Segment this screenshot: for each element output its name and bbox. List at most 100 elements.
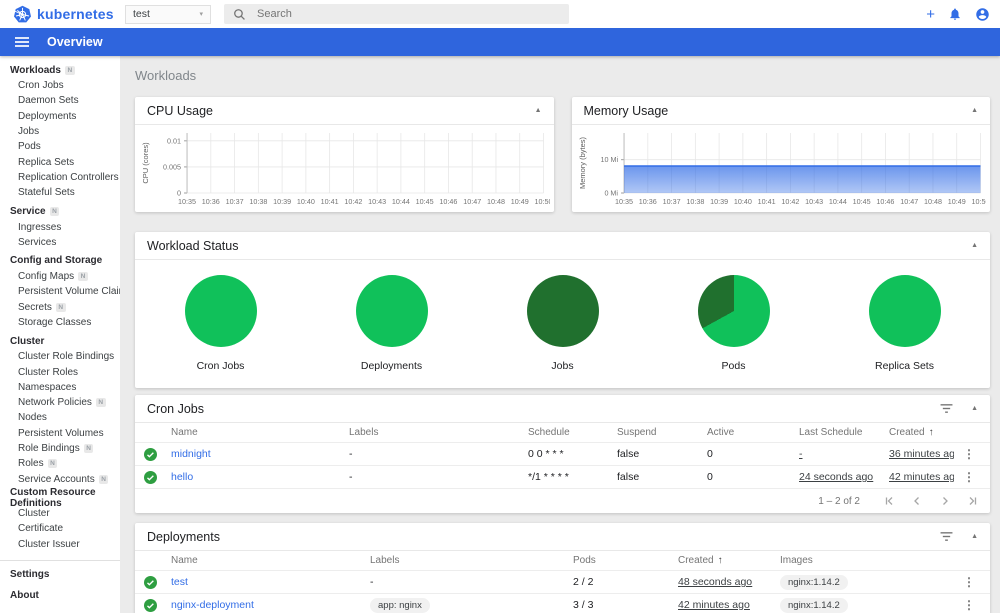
last-schedule-cell-value: - [799,448,803,460]
schedule-cell: */1 * * * * [528,471,617,483]
sidebar-item-cluster-roles[interactable]: Cluster Roles [0,364,120,379]
notifications-bell-icon[interactable] [948,7,962,21]
sidebar-item-cluster-issuer[interactable]: Cluster Issuer [0,536,120,551]
column-header-labels[interactable]: Labels [370,555,573,566]
column-header-name[interactable]: Name [171,555,370,566]
column-header-last-schedule[interactable]: Last Schedule [799,427,889,438]
sidebar-item-namespaces[interactable]: Namespaces [0,380,120,395]
first-page-button[interactable] [884,496,894,506]
sidebar-section-config-and-storage[interactable]: Config and Storage [0,250,120,269]
column-header-label: Images [780,555,813,566]
cronjob-name-link[interactable]: midnight [171,448,211,460]
sidebar-item-persistent-volumes[interactable]: Persistent Volumes [0,426,120,441]
create-resource-button[interactable]: + [926,5,935,23]
workload-status-pies: Cron Jobs Deployments Jobs Pods Replica Sets [135,260,990,372]
sidebar-item-ingresses[interactable]: Ingresses [0,219,120,234]
namespaced-badge: N [98,474,109,484]
sidebar-item-service-accounts[interactable]: Service Accounts N [0,472,120,487]
sidebar-item-about[interactable]: About [10,589,39,601]
pods-cell-value: 3 / 3 [573,599,594,611]
sidebar-item-label: Namespaces [18,381,77,393]
sidebar-item-cluster-role-bindings[interactable]: Cluster Role Bindings [0,349,120,364]
sidebar-item-deployments[interactable]: Deployments [0,109,120,124]
column-header-pods[interactable]: Pods [573,555,678,566]
sidebar-item-cluster[interactable]: Cluster [0,506,120,521]
sidebar-item-secrets[interactable]: Secrets N [0,300,120,315]
sidebar-item-jobs[interactable]: Jobs [0,124,120,139]
sidebar-item-network-policies[interactable]: Network Policies N [0,395,120,410]
sidebar-item-services[interactable]: Services [0,235,120,250]
deployment-name-link[interactable]: test [171,576,188,588]
column-header-label: Created [678,555,714,566]
sidebar-item-persistent-volume-claims[interactable]: Persistent Volume ClaimsN [0,284,120,299]
sidebar-section-label: Config and Storage [10,255,103,267]
sidebar-item-label: Replica Sets [18,156,75,168]
active-cell-value: 0 [707,471,713,483]
sidebar-item-roles[interactable]: Roles N [0,456,120,471]
memory-usage-chart: 10:35 10:36 10:37 10:38 10:39 10:40 10:41 10:42… [578,133,986,206]
labels-cell: - [349,448,528,460]
sidebar-item-nodes[interactable]: Nodes [0,410,120,425]
row-actions-button[interactable]: ⋮ [963,598,975,612]
search-input[interactable] [257,8,560,20]
sidebar-item-label: Secrets [18,301,52,313]
sidebar-section-label: Cluster [10,335,45,347]
sidebar-item-config-maps[interactable]: Config Maps N [0,269,120,284]
sidebar-section-custom-resource-definitions[interactable]: Custom Resource Definitions [0,487,120,509]
sidebar-item-pods[interactable]: Pods [0,139,120,154]
namespace-selector[interactable]: test ▾ [125,4,211,24]
sidebar-item-cron-jobs[interactable]: Cron Jobs [0,78,120,93]
hamburger-menu-icon[interactable] [15,36,29,48]
column-header-name[interactable]: Name [171,427,349,438]
column-header-images[interactable]: Images [780,555,954,566]
last-page-button[interactable] [968,496,978,506]
account-icon[interactable] [975,7,990,22]
sidebar-item-certificate[interactable]: Certificate [0,521,120,536]
filter-icon[interactable] [940,403,953,414]
column-header-labels[interactable]: Labels [349,427,528,438]
namespaced-badge: N [83,444,94,454]
sidebar-section-service[interactable]: Service N [0,200,120,219]
sidebar-item-label: Services [18,236,57,248]
sidebar-item-role-bindings[interactable]: Role Bindings N [0,441,120,456]
filter-icon[interactable] [940,531,953,542]
deployment-name-link[interactable]: nginx-deployment [171,599,254,611]
sidebar-item-label: Storage Classes [18,317,92,328]
column-header-schedule[interactable]: Schedule [528,427,617,438]
status-ok-icon [135,598,171,612]
last-schedule-cell: - [799,448,889,460]
sidebar-item-replica-sets[interactable]: Replica Sets [0,154,120,169]
column-header-created[interactable]: Created ↑ [889,427,954,438]
column-header-active[interactable]: Active [707,427,799,438]
sidebar-item-daemon-sets[interactable]: Daemon Sets [0,93,120,108]
row-actions-button[interactable]: ⋮ [963,447,975,461]
labels-cell-value: - [349,471,353,483]
row-actions-button[interactable]: ⋮ [963,470,975,484]
sidebar-item-stateful-sets[interactable]: Stateful Sets [0,185,120,200]
collapse-icon[interactable]: ▲ [971,242,978,249]
svg-text:10:50: 10:50 [534,197,549,206]
svg-text:Memory (bytes): Memory (bytes) [578,136,587,189]
sidebar-section-workloads[interactable]: Workloads N [0,59,120,78]
brand-text: kubernetes [37,6,114,22]
sidebar-item-settings[interactable]: Settings [10,568,50,580]
sidebar-section-cluster[interactable]: Cluster [0,330,120,349]
sidebar-item-storage-classes[interactable]: Storage Classes [0,315,120,330]
row-actions-button[interactable]: ⋮ [963,575,975,589]
column-header-suspend[interactable]: Suspend [617,427,707,438]
card-title: Deployments [147,529,220,544]
collapse-icon[interactable]: ▲ [971,533,978,540]
kubernetes-brand[interactable]: kubernetes [13,5,115,24]
main-content: Workloads CPU Usage ▲ 10:35 10:36 10:37 10:… [120,56,1000,613]
column-header-created[interactable]: Created ↑ [678,555,780,566]
cronjob-name-link[interactable]: hello [171,471,194,483]
previous-page-button[interactable] [912,496,922,506]
svg-text:10:40: 10:40 [297,197,315,206]
collapse-icon[interactable]: ▲ [971,107,978,114]
sidebar-item-replication-controllers[interactable]: Replication Controllers [0,170,120,185]
next-page-button[interactable] [940,496,950,506]
sidebar-section-label: Workloads [10,64,61,76]
pie-chart [184,275,257,347]
collapse-icon[interactable]: ▲ [971,405,978,412]
collapse-icon[interactable]: ▲ [534,107,542,114]
